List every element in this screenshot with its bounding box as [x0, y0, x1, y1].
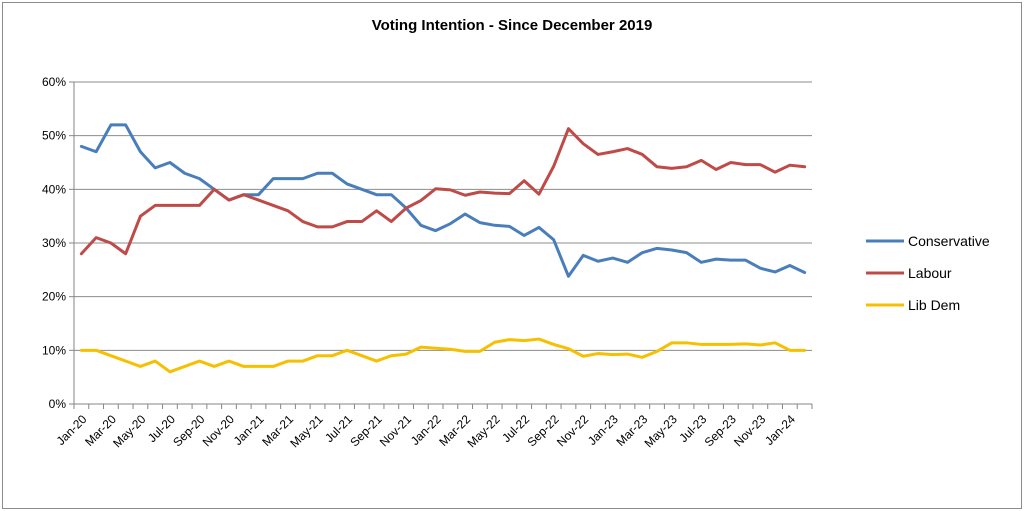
y-tick-label: 20%: [42, 290, 66, 304]
x-tick-label: Jan-20: [54, 412, 90, 448]
y-tick-label: 40%: [42, 182, 66, 196]
x-tick-label: Nov-21: [377, 412, 414, 449]
x-tick-label: Sep-21: [347, 412, 384, 449]
series-line-conservative: [79, 123, 807, 278]
legend-label-lib-dem: Lib Dem: [908, 297, 960, 313]
x-tick-label: Sep-22: [524, 412, 561, 449]
legend-label-labour: Labour: [908, 265, 952, 281]
x-tick-label: May-20: [110, 412, 148, 450]
series-line-lib-dem: [79, 337, 807, 374]
series-line-labour: [79, 127, 807, 256]
x-tick-label: May-22: [465, 412, 503, 450]
x-tick-label: Nov-23: [731, 412, 768, 449]
x-tick-label: May-21: [287, 412, 325, 450]
y-tick-label: 60%: [42, 75, 66, 89]
x-tick-label: Sep-20: [170, 412, 207, 449]
y-tick-label: 30%: [42, 236, 66, 250]
y-tick-label: 0%: [49, 397, 67, 411]
x-tick-label: Nov-20: [200, 412, 237, 449]
x-tick-label: Jan-22: [408, 412, 444, 448]
x-tick-label: Nov-22: [554, 412, 591, 449]
x-tick-label: Jan-21: [231, 412, 267, 448]
x-tick-label: Jan-24: [762, 412, 798, 448]
x-tick-label: May-23: [642, 412, 680, 450]
y-tick-label: 50%: [42, 129, 66, 143]
x-tick-label: Jan-23: [585, 412, 621, 448]
chart-title: Voting Intention - Since December 2019: [371, 17, 653, 34]
y-tick-label: 10%: [42, 343, 66, 357]
x-tick-label: Sep-23: [702, 412, 739, 449]
legend-label-conservative: Conservative: [908, 233, 990, 249]
